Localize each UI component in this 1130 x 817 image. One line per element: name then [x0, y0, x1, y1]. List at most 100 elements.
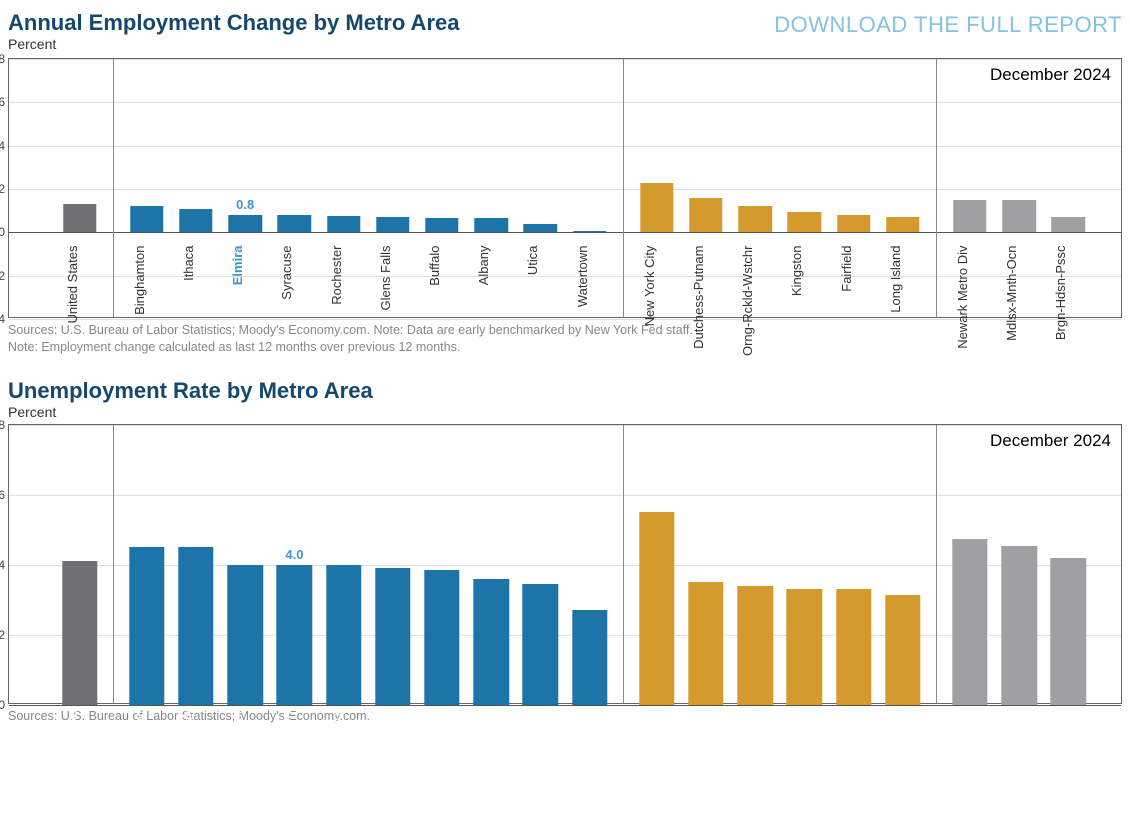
bar	[178, 547, 213, 705]
ytick-label: 2	[0, 628, 5, 642]
bar-slot: Kingston	[780, 59, 829, 317]
bar-label: Albany	[476, 246, 491, 286]
bar-label: Brgn-Hdsn-Pssc	[1053, 246, 1068, 341]
group-divider	[623, 425, 624, 703]
chart1-header: Annual Employment Change by Metro Area P…	[8, 10, 1122, 56]
bar-label: Orng-Rckld-Wstchr	[740, 246, 755, 357]
bar-label: Utica	[525, 246, 540, 276]
bar-label: Binghamton	[132, 246, 147, 315]
ytick-label: 6	[0, 95, 5, 109]
bar	[737, 586, 772, 705]
bar-label: Buffalo	[427, 246, 442, 286]
bar-label: Long Island	[839, 706, 854, 773]
bar	[1001, 546, 1036, 705]
bar-slot: Albany	[467, 59, 516, 317]
bar	[327, 216, 360, 232]
bar-slot: Kingston	[681, 425, 730, 703]
bar	[179, 209, 212, 233]
bar-label: Binghamton	[230, 706, 245, 775]
chart1-yunit: Percent	[8, 36, 459, 52]
bar-slot: Mdlsx-Mnth-Ocn	[995, 59, 1044, 317]
bar	[524, 224, 557, 233]
bar-slot: Rochester	[319, 59, 368, 317]
bar-slot: United States	[55, 59, 104, 317]
bar	[1002, 200, 1035, 233]
bar-label: Ithaca	[575, 706, 590, 741]
ytick-label: 0	[0, 225, 5, 239]
bar-slot: Dutchess-Putnam	[681, 59, 730, 317]
bar-slot: Watertown	[122, 425, 171, 703]
bar-slot: Binghamton	[221, 425, 270, 703]
bar-label: Kingston	[691, 706, 706, 757]
bar-slot: Syracuse	[417, 425, 466, 703]
bar-slot: Glens Falls	[368, 59, 417, 317]
bar-slot: United States	[55, 425, 104, 703]
bar-label: Dutchess-Putnam	[789, 706, 804, 809]
bar	[788, 212, 821, 233]
group-divider	[113, 425, 114, 703]
bar-label: Glens Falls	[378, 246, 393, 311]
bar-label: Syracuse	[279, 246, 294, 300]
ytick-label: 2	[0, 182, 5, 196]
bar	[278, 215, 311, 232]
bar-slot: Glens Falls	[467, 425, 516, 703]
download-report-link[interactable]: DOWNLOAD THE FULL REPORT	[774, 10, 1122, 38]
bar-value-tag: 4.0	[285, 547, 303, 562]
bar	[63, 204, 96, 232]
bar-label: Albany	[525, 706, 540, 746]
bar-slot: Brgn-Hdsn-Pssc	[995, 425, 1044, 703]
group-divider	[936, 425, 937, 703]
bar-label: United States	[65, 246, 80, 324]
chart1-date: December 2024	[990, 65, 1111, 85]
bar-slot: Albany	[516, 425, 565, 703]
bar-slot: Buffalo	[171, 425, 220, 703]
bar	[523, 584, 558, 705]
bar-label: New York City	[642, 706, 657, 787]
bar	[375, 568, 410, 705]
ytick-label: 6	[0, 488, 5, 502]
bar-slot: Ithaca	[565, 425, 614, 703]
group-divider	[936, 59, 937, 317]
bar-label: Newark Metro Div	[955, 246, 970, 349]
bar-slot: Elmira0.8	[221, 59, 270, 317]
employment-change-chart: Annual Employment Change by Metro Area P…	[8, 10, 1122, 356]
bar	[474, 218, 507, 232]
bar-label: United States	[65, 706, 80, 784]
bar-slot: Buffalo	[417, 59, 466, 317]
group-divider	[113, 59, 114, 317]
bar	[688, 582, 723, 705]
bar	[572, 610, 607, 705]
bar-label: Watertown	[132, 706, 147, 768]
bar-label: Brgn-Hdsn-Pssc	[1004, 706, 1019, 801]
bar-label: Mdlsx-Mnth-Ocn	[1004, 246, 1019, 341]
bar-label: Watertown	[575, 246, 590, 308]
bar	[277, 565, 312, 705]
bar-label: Fairfield	[888, 706, 903, 752]
bar-slot: Orng-Rckld-Wstchr	[731, 59, 780, 317]
bar-label: Dutchess-Putnam	[691, 246, 706, 349]
chart2-title: Unemployment Rate by Metro Area	[8, 378, 1122, 404]
ytick-label: 4	[0, 558, 5, 572]
chart2-yunit: Percent	[8, 404, 1122, 420]
bar-label: Ithaca	[181, 246, 196, 281]
bar-label: Rochester	[378, 706, 393, 765]
ytick-label: 0	[0, 698, 5, 712]
bar	[639, 512, 674, 705]
bar-slot: Utica	[319, 425, 368, 703]
ytick-label: 4	[0, 139, 5, 153]
bar-label: Long Island	[888, 246, 903, 313]
bar-slot: Long Island	[829, 425, 878, 703]
unemployment-rate-chart: Unemployment Rate by Metro Area Percent …	[8, 378, 1122, 725]
bar	[836, 589, 871, 705]
bar-slot: Dutchess-Putnam	[780, 425, 829, 703]
bar	[376, 217, 409, 232]
bar-label: Utica	[329, 706, 344, 736]
bar	[228, 215, 261, 232]
bar-label: Syracuse	[427, 706, 442, 760]
bar-label: Kingston	[789, 246, 804, 297]
bar-slot: Newark Metro Div	[945, 59, 994, 317]
bar-label: Fairfield	[839, 246, 854, 292]
bar	[952, 539, 987, 705]
bar-slot: Fairfield	[829, 59, 878, 317]
bar-slot: Binghamton	[122, 59, 171, 317]
